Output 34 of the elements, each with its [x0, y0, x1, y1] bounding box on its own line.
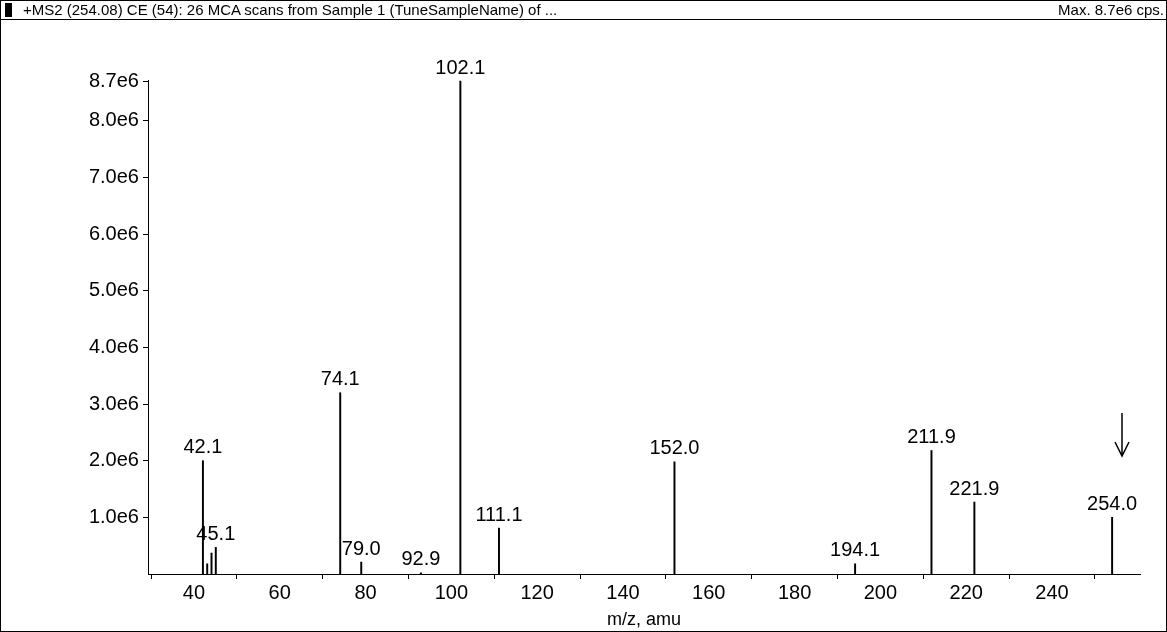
annotation: 79.0 [341, 536, 381, 559]
y-tick-label: 3.0e6 [88, 391, 139, 414]
chart-title: +MS2 (254.08) CE (54): 26 MCA scans from Sample 1 (TuneSampleName) of ... [23, 1, 558, 19]
annotation: 211.9 [907, 425, 956, 448]
x-tick-label: 40 [182, 580, 206, 603]
text: Max. 8.7e6 cps. [1058, 1, 1164, 19]
x-tick-label: 140 [606, 580, 640, 603]
y-tick-label: 4.0e6 [88, 334, 139, 357]
y-tick-label: 5.0e6 [88, 278, 139, 301]
x-axis-title: m/z, amu [606, 609, 682, 630]
annotation: 111.1 [475, 502, 523, 525]
x-tick-label: 180 [777, 580, 812, 603]
annotation: 74.1 [320, 367, 360, 390]
y-tick-label: 8.7e6 [88, 68, 139, 91]
x-tick-label: 160 [692, 580, 726, 603]
annotation: 102.1 [435, 55, 486, 78]
annotation: 152.0 [649, 436, 700, 459]
annotation: 254.0 [1087, 491, 1138, 514]
x-tick-label: 200 [863, 580, 898, 603]
x-tick-label: 240 [1035, 580, 1069, 603]
x-tick-label: 80 [354, 580, 377, 603]
y-tick-label: 7.0e6 [88, 164, 139, 187]
annotation: 42.1 [183, 435, 223, 458]
y-tick-label: 1.0e6 [88, 504, 139, 527]
y-tick-label: 6.0e6 [88, 221, 139, 244]
x-tick-label: 60 [268, 580, 291, 603]
x-tick-label: 120 [520, 580, 554, 603]
annotation: 92.9 [401, 547, 441, 570]
x-tick-label: 100 [434, 580, 469, 603]
y-tick-label: 8.0e6 [88, 108, 139, 131]
y-tick-label: 2.0e6 [88, 448, 139, 471]
annotation: 194.1 [830, 538, 881, 561]
annotation: 221.9 [949, 476, 1000, 499]
x-tick-label: 220 [949, 580, 983, 603]
